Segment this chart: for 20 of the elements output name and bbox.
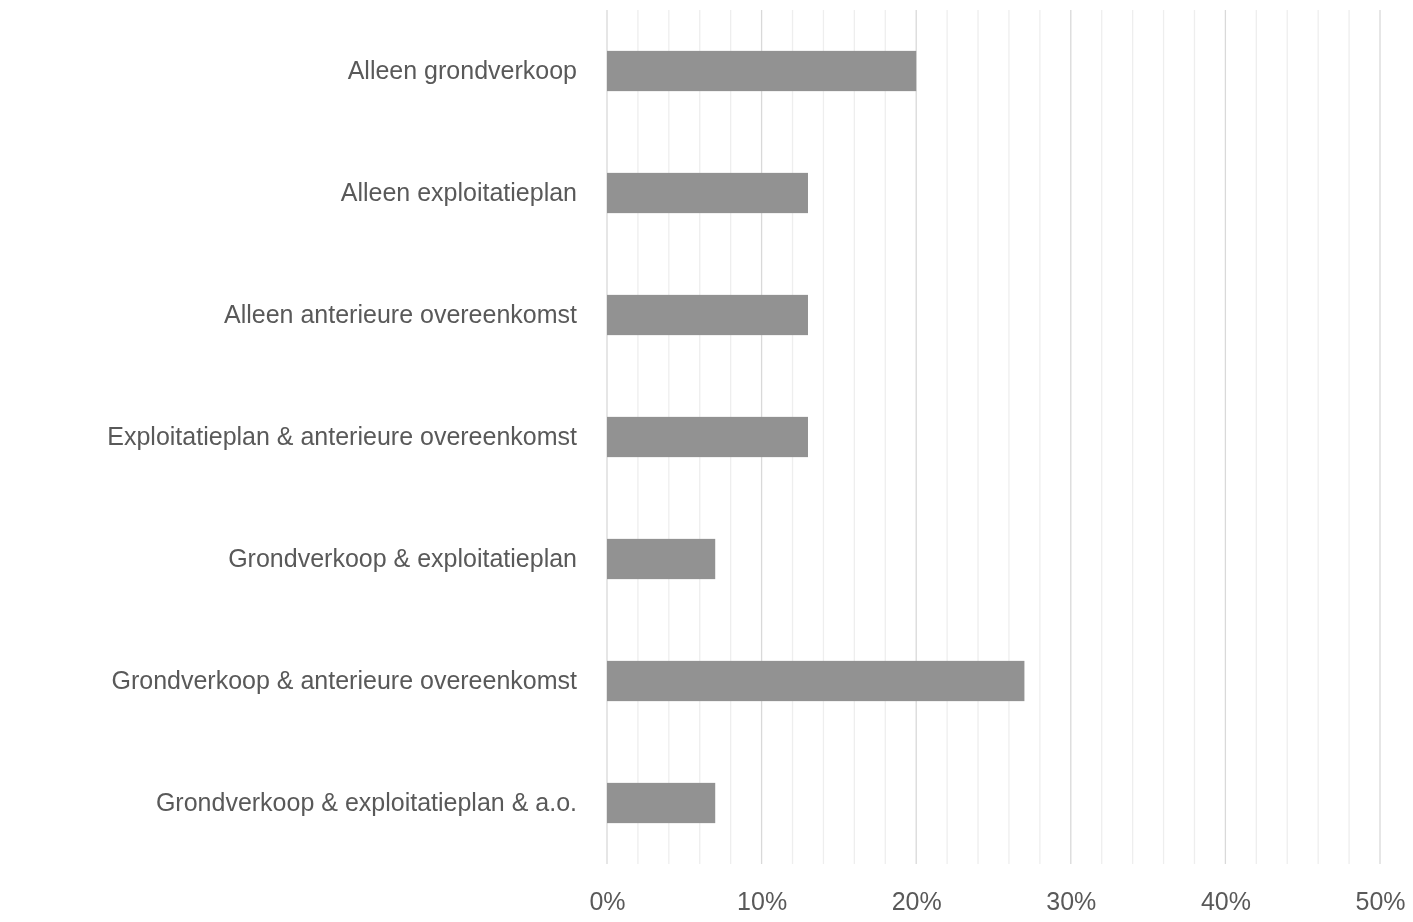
x-tick-label: 0% [589,886,626,915]
x-tick-label: 40% [1200,886,1251,915]
x-tick-label: 50% [1355,886,1406,915]
bar [607,782,716,824]
x-tick-label: 30% [1046,886,1097,915]
bar [607,660,1025,702]
bar [607,416,808,458]
y-tick-label: Alleen exploitatieplan [340,178,577,206]
bar [607,538,716,580]
y-tick-label: Grondverkoop & anterieure overeenkomst [111,666,578,694]
y-tick-label: Grondverkoop & exploitatieplan & a.o. [155,788,577,816]
y-tick-label: Alleen anterieure overeenkomst [224,300,578,328]
bar [607,50,917,92]
bar [607,172,808,214]
y-tick-label: Grondverkoop & exploitatieplan [228,544,577,572]
y-tick-label: Alleen grondverkoop [347,56,577,84]
bar [607,294,808,336]
x-tick-label: 10% [737,886,788,915]
y-tick-label: Exploitatieplan & anterieure overeenkomst [107,422,578,450]
x-tick-label: 20% [891,886,942,915]
